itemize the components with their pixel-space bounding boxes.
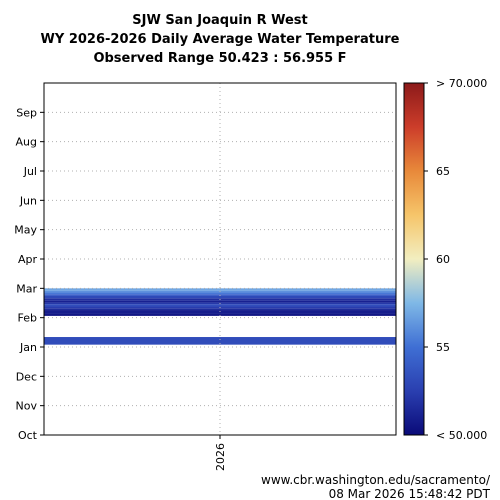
chart-title-line-3: Observed Range 50.423 : 56.955 F bbox=[93, 51, 346, 66]
y-tick-label: Mar bbox=[16, 282, 37, 295]
heatmap-band-9 bbox=[44, 295, 396, 299]
colorbar-tick-label: > 70.000 bbox=[436, 77, 487, 90]
colorbar-tick-label: 60 bbox=[436, 253, 450, 266]
y-tick-label: Jul bbox=[23, 165, 37, 178]
y-tick-label: Jun bbox=[19, 194, 37, 207]
x-tick-label: 2026 bbox=[214, 443, 227, 471]
colorbar-ticks: < 50.000 55 60 65 > 70.000 bbox=[424, 77, 487, 442]
y-tick-label: Jan bbox=[19, 341, 37, 354]
footer-timestamp: 08 Mar 2026 15:48:42 PDT bbox=[329, 487, 491, 500]
plot-area bbox=[44, 288, 396, 345]
heatmap-band-5 bbox=[44, 304, 396, 307]
grid-lines bbox=[44, 83, 396, 435]
y-tick-label: Dec bbox=[16, 370, 37, 383]
colorbar-tick-label: < 50.000 bbox=[436, 429, 487, 442]
y-tick-label: Feb bbox=[18, 312, 37, 325]
x-axis: 2026 bbox=[214, 435, 227, 471]
y-tick-label: Apr bbox=[18, 253, 38, 266]
heatmap-band-0 bbox=[44, 337, 396, 345]
y-tick-label: Nov bbox=[16, 400, 38, 413]
heatmap-band-3 bbox=[44, 308, 396, 311]
y-tick-label: Oct bbox=[18, 429, 38, 442]
chart-title-line-1: SJW San Joaquin R West bbox=[132, 13, 308, 28]
colorbar-tick-label: 55 bbox=[436, 341, 450, 354]
heatmap-band-1 bbox=[44, 313, 396, 316]
y-tick-label: Aug bbox=[16, 136, 37, 149]
y-tick-label: Sep bbox=[16, 106, 37, 119]
y-axis: Oct Nov Dec Jan Feb Mar Apr May Jun Jul Aug Sep bbox=[14, 106, 44, 442]
colorbar-tick-label: 65 bbox=[436, 165, 450, 178]
heatmap-band-11 bbox=[44, 292, 396, 295]
heatmap-band-13 bbox=[44, 288, 396, 291]
colorbar bbox=[403, 82, 425, 436]
heatmap-band-7 bbox=[44, 300, 396, 303]
footer-url: www.cbr.washington.edu/sacramento/ bbox=[261, 473, 491, 487]
y-tick-label: May bbox=[14, 224, 37, 237]
chart-title-line-2: WY 2026-2026 Daily Average Water Tempera… bbox=[41, 32, 400, 47]
